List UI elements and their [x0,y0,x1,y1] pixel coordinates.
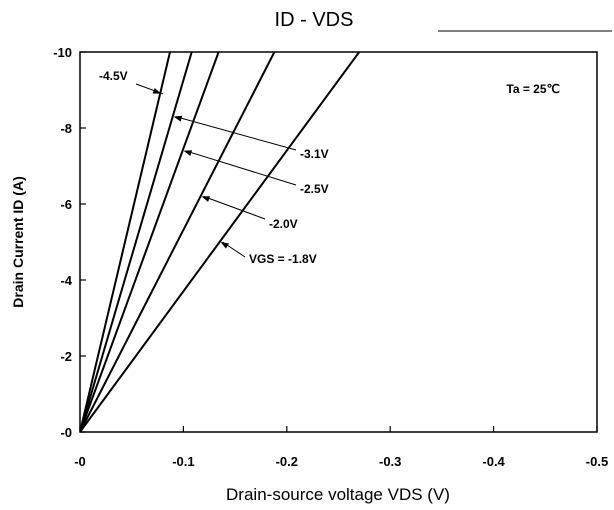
series-label-arrowhead [220,242,230,249]
y-tick-label: -2 [60,349,72,364]
plot-frame [79,51,598,433]
series-line-3 [80,52,276,432]
x-tick-label: -0.3 [379,454,401,469]
x-tick-label: -0 [74,454,86,469]
x-axis-ticks: -0 -0.1 -0.2 -0.3 -0.4 -0.5 [74,426,608,469]
series-label-arrowhead [173,115,183,122]
y-tick-label: -8 [60,121,72,136]
x-axis-label: Drain-source voltage VDS (V) [226,485,450,504]
series-line-4 [80,52,361,432]
x-tick-label: -0.5 [586,454,608,469]
series-label-arrow [203,195,266,220]
series-label: -2.5V [300,182,329,196]
x-tick-label: -0.2 [276,454,298,469]
x-tick-label: -0.4 [482,454,505,469]
series-label-arrowhead [201,196,211,202]
series-label-arrowhead [152,88,162,94]
y-tick-label: -6 [60,197,72,212]
y-tick-label: -0 [60,425,72,440]
temperature-annotation: Ta = 25℃ [506,82,560,96]
series-label: -2.0V [269,217,298,231]
y-axis-label: Drain Current ID (A) [10,176,26,307]
series-label: VGS = -1.8V [249,252,317,266]
series-line-2 [80,52,220,432]
series-label-arrowhead [183,150,193,156]
y-axis-ticks: -0 -2 -4 -6 -8 -10 [53,45,86,440]
chart-title: ID - VDS [275,9,354,31]
series-line-0 [80,52,171,432]
y-tick-label: -10 [53,45,72,60]
series-label-arrow [185,150,297,186]
series-label: -3.1V [300,147,329,161]
series-label-arrow [175,116,297,151]
series-line-1 [80,52,193,432]
x-tick-label: -0.1 [172,454,194,469]
series-lines [80,52,361,432]
series-label: -4.5V [99,69,128,83]
series-labels: -4.5V -3.1V -2.5V -2.0V VGS = -1.8V [99,69,329,266]
y-tick-label: -4 [60,273,72,288]
